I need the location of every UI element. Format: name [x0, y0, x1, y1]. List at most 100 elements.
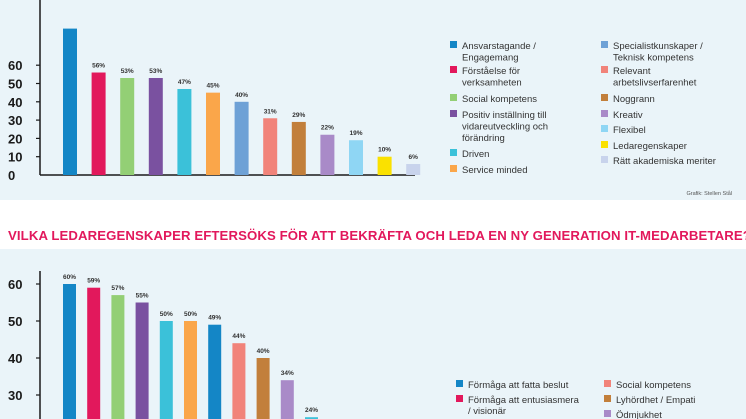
y-tick-label: 30 [8, 388, 22, 403]
bar [291, 121, 306, 175]
bar-value-label: 24% [305, 407, 318, 414]
legend-label: Flexibel [613, 125, 646, 136]
legend-label: Ödmjukhet [616, 410, 662, 419]
bar-value-label: 10% [378, 147, 391, 154]
bar [91, 72, 106, 175]
bar-value-label: 53% [121, 68, 134, 75]
bar [111, 295, 125, 419]
legend-label: / visionär [468, 406, 506, 417]
y-tick-label: 60 [8, 277, 22, 292]
y-tick-label: 30 [8, 113, 22, 128]
bar-value-label: 29% [292, 112, 305, 119]
legend-label: Ansvarstagande / [462, 41, 536, 52]
bar [263, 118, 278, 175]
legend-label: Relevant [613, 66, 651, 77]
bar-value-label: 47% [178, 79, 191, 86]
bar-value-label: 44% [232, 333, 245, 340]
bar-value-label: 55% [136, 293, 149, 300]
legend-label: vidareutveckling och [462, 122, 548, 133]
legend-swatch [601, 125, 608, 132]
bar-value-label: 34% [281, 370, 294, 377]
legend-swatch [450, 149, 457, 156]
bar [256, 358, 270, 419]
bar [120, 78, 135, 175]
legend-label: Förmåga att entusiasmera [468, 395, 580, 406]
y-tick-label: 20 [8, 131, 22, 146]
legend-swatch [601, 94, 608, 101]
bar [177, 88, 192, 175]
legend-label: arbetslivserfarenhet [613, 78, 697, 89]
legend-label: Teknisk kompetens [613, 53, 694, 64]
chart-top-svg: 0 10 20 30 40 50 60 56% 53% 53% 47% 45% 40% 31% 29% 22%… [8, 0, 716, 183]
separator-band [0, 200, 746, 216]
bar [406, 164, 421, 175]
bar [280, 380, 294, 419]
bar [63, 28, 77, 175]
bar [184, 321, 197, 419]
bar-value-label: 45% [206, 83, 219, 90]
bar-value-label: 22% [321, 125, 334, 132]
bar-value-label: 59% [87, 278, 100, 285]
legend-label: Service minded [462, 165, 527, 176]
y-tick-label: 40 [8, 95, 22, 110]
bar-value-label: 50% [160, 311, 173, 318]
bar-value-label: 60% [63, 274, 76, 281]
legend-label: Kreativ [613, 110, 643, 121]
y-tick-label: 50 [8, 314, 22, 329]
bar [349, 140, 363, 175]
legend-swatch [601, 66, 608, 73]
bar [135, 302, 149, 419]
bar-value-label: 19% [349, 130, 362, 137]
chart-panel-bottom: 30 40 50 60 60% 59% 57% 55% 50% 50% 49% 44% 40% 34% 24… [0, 249, 746, 419]
bar [377, 156, 392, 175]
legend-label: Förmåga att fatta beslut [468, 380, 569, 391]
legend-label: Lyhördhet / Empati [616, 395, 695, 406]
legend-swatch [601, 156, 608, 163]
legend-label: Positiv inställning till [462, 110, 546, 121]
bar-value-label: 6% [408, 154, 418, 161]
legend-label: Ledaregenskaper [613, 141, 687, 152]
legend-label: Social kompetens [616, 380, 691, 391]
bar-value-label: 50% [184, 311, 197, 318]
bar [159, 321, 173, 419]
bar [148, 78, 163, 175]
bar-value-label: 49% [208, 315, 221, 322]
chart-panel-top: 0 10 20 30 40 50 60 56% 53% 53% 47% 45% 40% 31% 29% 22%… [0, 0, 746, 200]
bar [87, 287, 101, 419]
legend-label: Social kompetens [462, 94, 537, 105]
legend-swatch [601, 141, 608, 148]
chart-bottom-title: VILKA LEDAREGENSKAPER EFTERSÖKS FÖR ATT … [8, 228, 746, 243]
chart-credit: Grafik: Stellen Stål [686, 191, 732, 197]
legend-swatch [456, 395, 463, 402]
legend-label: Specialistkunskaper / [613, 41, 703, 52]
legend-label: Förståelse för [462, 66, 520, 77]
legend-label: Noggrann [613, 94, 655, 105]
legend-label: förändring [462, 133, 505, 144]
chart-bottom-svg: 30 40 50 60 60% 59% 57% 55% 50% 50% 49% 44% 40% 34% 24… [8, 271, 695, 419]
bar [320, 134, 335, 175]
bar [232, 343, 246, 419]
legend-swatch [601, 110, 608, 117]
bar [234, 101, 249, 175]
legend-swatch [604, 410, 611, 417]
legend-swatch [601, 41, 608, 48]
bar-value-label: 31% [264, 108, 277, 115]
bar-value-label: 40% [257, 348, 270, 355]
bar-value-label: 53% [149, 68, 162, 75]
y-tick-label: 40 [8, 351, 22, 366]
legend-label: Engagemang [462, 53, 519, 64]
legend-swatch [450, 94, 457, 101]
bar [63, 284, 76, 419]
bar-value-label: 56% [92, 63, 105, 70]
bar-value-label: 57% [111, 285, 124, 292]
legend-swatch [604, 380, 611, 387]
bar [208, 324, 222, 419]
legend-swatch [604, 395, 611, 402]
legend-swatch [450, 165, 457, 172]
y-tick-label: 0 [8, 168, 15, 183]
y-tick-label: 60 [8, 58, 22, 73]
y-tick-label: 10 [8, 150, 22, 165]
legend-label: Driven [462, 149, 489, 160]
legend-label: Rätt akademiska meriter [613, 156, 716, 167]
